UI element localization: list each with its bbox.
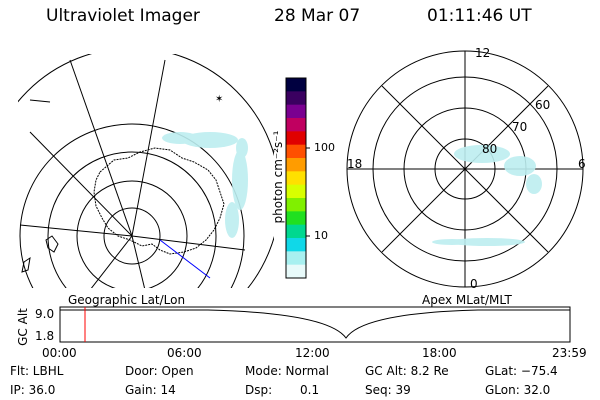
continent-outline: [93, 147, 225, 255]
terminator-line: [159, 239, 211, 279]
colorbar-unit-label: photon cm⁻²s⁻¹: [271, 130, 285, 224]
colorbar-segment: [286, 144, 306, 159]
mlat-label-70: 70: [512, 120, 528, 134]
door-info: Door: Open: [125, 364, 194, 378]
altitude-xtick-1: 06:00: [167, 346, 202, 360]
longitude-line: [131, 235, 146, 288]
colorbar-segment: [286, 91, 306, 106]
longitude-line: [90, 235, 133, 288]
altitude-curve: [60, 309, 570, 339]
longitude-line: [131, 235, 246, 251]
altitude-plot: [59, 306, 571, 343]
altitude-ytick-9: 9.0: [35, 307, 55, 321]
colorbar-segment: [286, 198, 306, 212]
colorbar-tick-label-10: 10: [314, 229, 328, 242]
app-title: Ultraviolet Imager: [46, 6, 200, 26]
polar-plot: [346, 50, 584, 288]
gain-info: Gain: 14: [125, 383, 176, 397]
colorbar-segment: [286, 171, 306, 186]
colorbar-segment: [286, 78, 306, 92]
colorbar: [285, 77, 310, 279]
colorbar-segment: [286, 104, 306, 119]
gc-alt-info: GC Alt: 8.2 Re: [365, 364, 449, 378]
longitude-line: [29, 99, 51, 103]
altitude-xtick-3: 18:00: [422, 346, 457, 360]
mode-info: Mode: Normal: [245, 364, 329, 378]
dsp-label: Dsp:: [245, 383, 273, 397]
altitude-plot-frame: [59, 306, 571, 343]
date-label: 28 Mar 07: [274, 6, 361, 26]
aurora-emission: [162, 132, 248, 238]
colorbar-segment: [286, 264, 306, 279]
glon-info: GLon: 32.0: [485, 383, 551, 397]
colorbar-segment: [286, 158, 306, 172]
altitude-ylabel: GC Alt: [16, 308, 30, 346]
latitude-circle: [47, 151, 217, 288]
colorbar-segment: [286, 131, 306, 146]
altitude-xtick-4: 23:59: [552, 346, 587, 360]
colorbar-segment: [286, 184, 306, 199]
aurora-emission-polar: [432, 145, 542, 246]
coastline: [21, 256, 31, 273]
mlt-label-6: 6: [578, 157, 586, 171]
polar-axis: [381, 85, 549, 253]
seq-info: Seq: 39: [365, 383, 411, 397]
mlt-label-0: 0: [470, 277, 478, 291]
filter-info: Flt: LBHL: [10, 364, 64, 378]
mlat-label-60: 60: [535, 98, 551, 112]
latitude-circle: [103, 207, 161, 265]
coastline: [45, 235, 59, 253]
colorbar-segment: [286, 224, 306, 239]
sun-marker-icon: ✶: [215, 94, 223, 105]
geo-panel-label: Geographic Lat/Lon: [68, 293, 186, 307]
latitude-circle: [76, 180, 188, 288]
longitude-line: [131, 59, 166, 237]
colorbar-segment: [286, 211, 306, 226]
time-label: 01:11:46 UT: [427, 6, 532, 26]
latitude-circle: [19, 123, 245, 288]
colorbar-segment: [286, 238, 306, 252]
longitude-line: [19, 224, 133, 237]
altitude-ytick-1: 1.8: [35, 329, 55, 343]
mlt-label-18: 18: [347, 157, 363, 171]
dsp-value: 0.1: [300, 383, 320, 397]
longitude-line: [69, 59, 133, 237]
colorbar-segment: [286, 251, 306, 266]
colorbar-segment: [286, 118, 306, 132]
geographic-map: ✶: [18, 54, 274, 288]
longitude-line: [29, 131, 133, 237]
altitude-xtick-2: 12:00: [295, 346, 330, 360]
glat-info: GLat: −75.4: [485, 364, 558, 378]
mlat-label-80: 80: [482, 142, 498, 156]
mlt-label-12: 12: [475, 46, 491, 60]
altitude-xtick-0: 00:00: [42, 346, 77, 360]
colorbar-frame: [285, 77, 307, 279]
colorbar-tick-label-100: 100: [314, 141, 335, 154]
ip-info: IP: 36.0: [10, 383, 56, 397]
polar-panel-label: Apex MLat/MLT: [422, 293, 512, 307]
